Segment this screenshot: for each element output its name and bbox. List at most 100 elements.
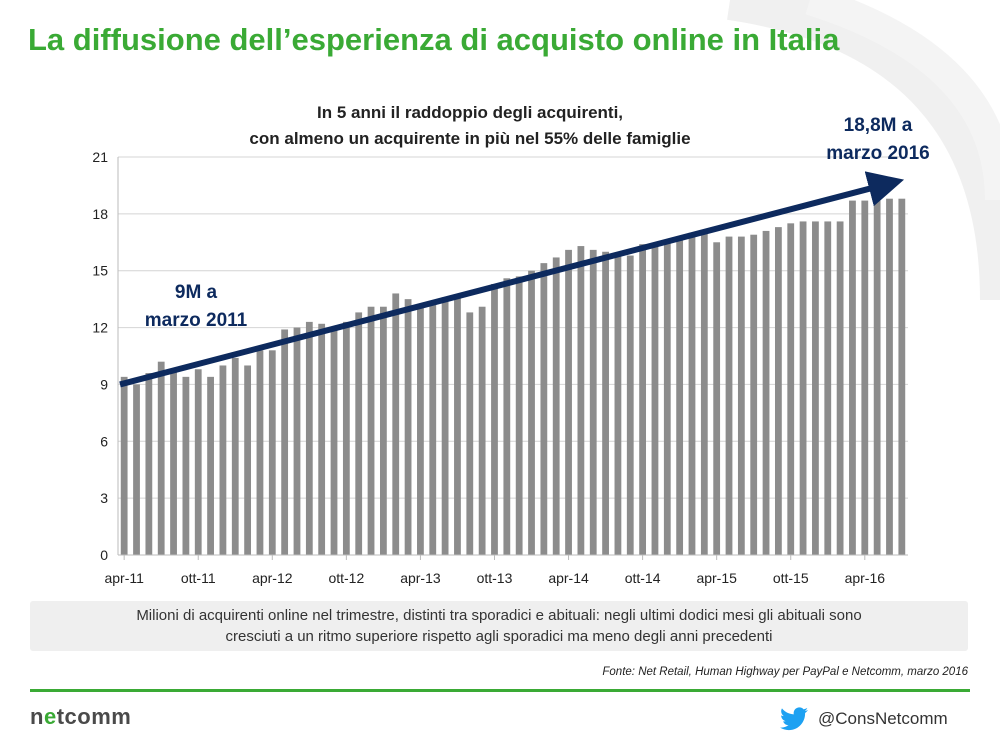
twitter-bird-icon[interactable] <box>780 707 808 731</box>
bar-50 <box>737 236 745 555</box>
bar-46 <box>688 232 696 556</box>
bar-27 <box>454 297 461 555</box>
y-tick-label-9: 9 <box>100 376 108 392</box>
bar-42 <box>639 244 647 555</box>
annotation-0-line-0: 9M a <box>175 282 218 303</box>
y-tick-label-18: 18 <box>92 206 108 222</box>
twitter-handle[interactable]: @ConsNetcomm <box>818 709 948 728</box>
y-tick-label-15: 15 <box>92 263 108 279</box>
bar-62 <box>886 198 893 555</box>
x-tick-label-3: ott-12 <box>328 570 364 586</box>
y-tick-label-12: 12 <box>92 320 108 336</box>
bar-57 <box>824 221 832 555</box>
bar-28 <box>466 312 474 555</box>
source-note: Fonte: Net Retail, Human Highway per Pay… <box>602 666 968 678</box>
bar-35 <box>552 257 560 555</box>
bar-10 <box>244 365 252 555</box>
bar-34 <box>540 263 548 555</box>
bar-19 <box>355 312 363 555</box>
bar-32 <box>515 276 523 555</box>
bar-33 <box>528 270 535 555</box>
bar-63 <box>898 198 906 555</box>
annotation-1-line-1: marzo 2016 <box>826 143 930 164</box>
bar-58 <box>836 221 844 555</box>
netcomm-logo: netcomm <box>30 704 131 730</box>
x-tick-label-8: apr-15 <box>696 570 737 586</box>
bar-18 <box>342 321 350 555</box>
y-tick-label-6: 6 <box>100 433 108 449</box>
bar-4 <box>170 369 177 555</box>
bar-43 <box>651 244 659 555</box>
bar-17 <box>330 327 338 555</box>
caption-line-2: cresciuti a un ritmo superiore rispetto … <box>225 628 773 645</box>
x-tick-label-4: apr-13 <box>400 570 441 586</box>
bar-53 <box>774 227 782 555</box>
bar-3 <box>157 361 165 555</box>
bar-51 <box>750 234 758 555</box>
logo-text-part-2: tcomm <box>56 704 132 729</box>
bar-11 <box>256 350 264 555</box>
chart-bars <box>120 198 906 556</box>
bar-23 <box>404 299 412 555</box>
x-tick-label-2: apr-12 <box>252 570 293 586</box>
bar-25 <box>429 301 437 555</box>
x-tick-label-9: ott-15 <box>773 570 809 586</box>
logo-text-part-1: n <box>30 704 44 729</box>
chart-caption: Milioni di acquirenti online nel trimest… <box>30 601 968 651</box>
x-tick-label-1: ott-11 <box>181 570 216 586</box>
y-tick-label-21: 21 <box>92 149 108 165</box>
x-tick-label-5: ott-13 <box>477 570 513 586</box>
chart-subtitle-line-1: In 5 anni il raddoppio degli acquirenti, <box>316 103 624 122</box>
footer-divider <box>30 689 970 692</box>
chart-subtitle: In 5 anni il raddoppio degli acquirenti,… <box>150 100 790 152</box>
bar-1 <box>133 384 140 555</box>
x-tick-label-7: ott-14 <box>625 570 661 586</box>
bar-48 <box>713 242 721 556</box>
bar-39 <box>602 251 609 555</box>
bar-8 <box>219 365 227 555</box>
bar-15 <box>305 321 313 555</box>
bar-52 <box>762 230 770 555</box>
bar-56 <box>812 221 819 555</box>
bar-13 <box>281 329 289 555</box>
x-tick-label-0: apr-11 <box>104 570 144 586</box>
annotation-0-line-1: marzo 2011 <box>145 310 248 331</box>
bar-60 <box>861 200 869 556</box>
logo-text-accent: e <box>43 704 57 729</box>
x-tick-label-10: apr-16 <box>845 570 886 586</box>
bar-54 <box>787 223 795 556</box>
y-tick-label-3: 3 <box>100 490 108 506</box>
bar-9 <box>231 357 239 555</box>
x-axis-tick-labels: apr-11 ott-11 apr-12 ott-12 apr-13 ott-13 apr-… <box>104 570 885 586</box>
bar-21 <box>379 306 387 555</box>
bar-6 <box>194 369 202 555</box>
bar-5 <box>182 376 190 555</box>
trend-arrow <box>119 171 905 388</box>
bar-7 <box>207 376 214 555</box>
bar-41 <box>626 255 634 556</box>
bar-47 <box>700 230 708 555</box>
bar-20 <box>367 306 375 555</box>
bar-2 <box>145 373 153 555</box>
bar-31 <box>503 278 511 555</box>
y-axis-tick-labels: 0 3 6 9 12 15 18 21 <box>92 149 108 563</box>
bar-36 <box>565 249 572 555</box>
bar-29 <box>478 306 486 555</box>
page-title: La diffusione dell’esperienza di acquist… <box>28 22 840 57</box>
bar-26 <box>441 297 449 555</box>
bar-45 <box>676 236 684 555</box>
bar-12 <box>268 350 276 555</box>
chart-annotations: 9M a marzo 2011 18,8M a marzo 2016 <box>145 115 930 331</box>
bar-16 <box>318 323 326 555</box>
bar-55 <box>799 221 807 555</box>
y-tick-label-0: 0 <box>100 547 108 563</box>
bar-22 <box>392 293 400 555</box>
chart-axes <box>117 157 908 560</box>
bar-44 <box>663 242 671 556</box>
bar-14 <box>293 327 301 555</box>
bar-61 <box>873 200 881 556</box>
bar-30 <box>491 283 498 555</box>
caption-line-1: Milioni di acquirenti online nel trimest… <box>136 607 862 624</box>
bar-49 <box>725 236 733 555</box>
